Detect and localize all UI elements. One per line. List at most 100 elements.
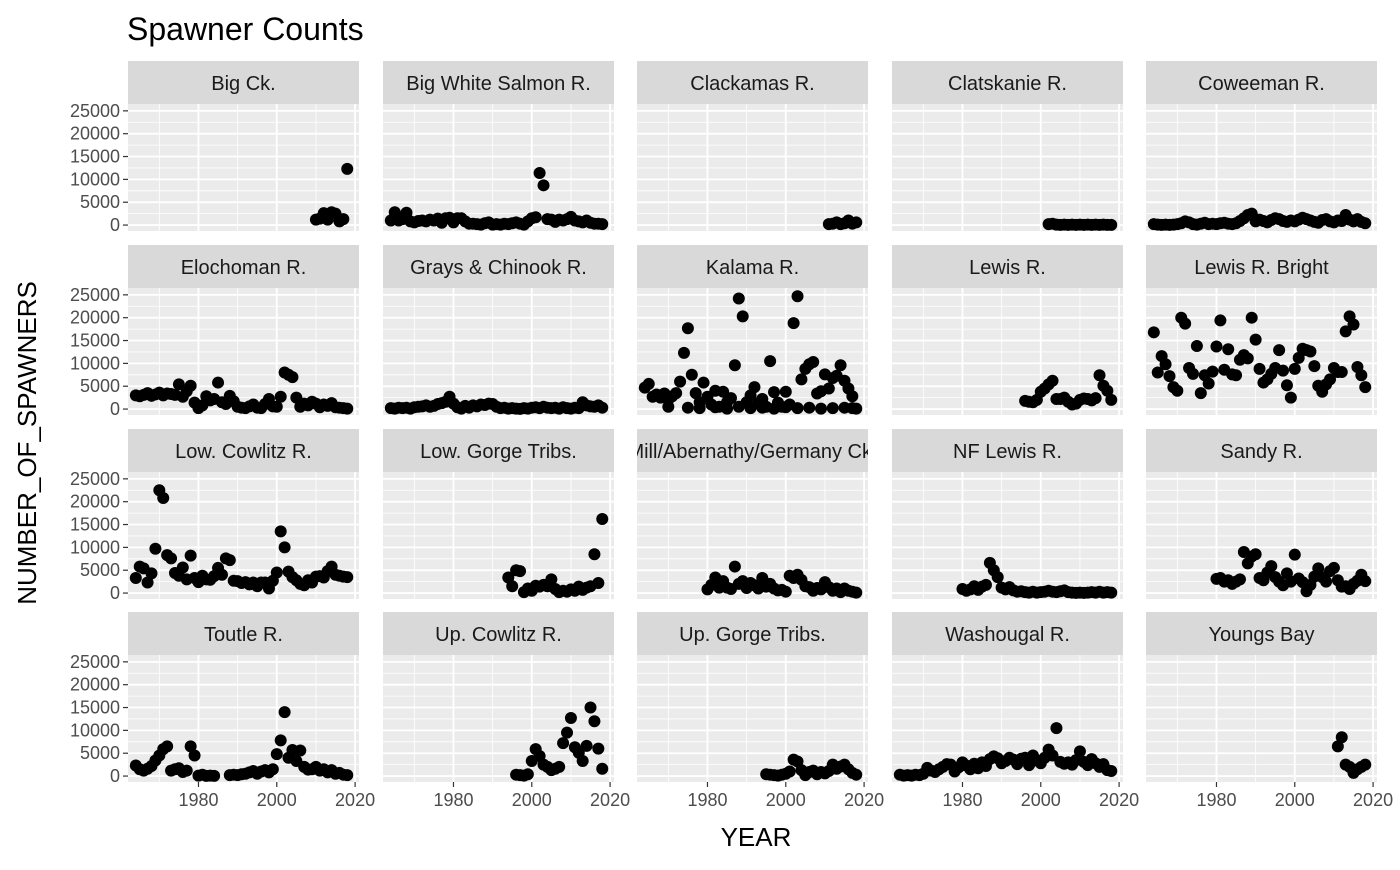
data-point	[1288, 362, 1301, 375]
data-point	[1046, 374, 1059, 387]
data-point	[850, 586, 863, 599]
y-tick-label: 15000	[70, 698, 120, 718]
strip-label: Low. Gorge Tribs.	[420, 441, 577, 463]
strip-label: Washougal R.	[945, 624, 1070, 646]
data-point	[533, 166, 546, 179]
y-tick-label: 0	[110, 766, 120, 786]
x-tick-label: 2000	[766, 790, 806, 810]
panel-sandy-r: Sandy R.	[1146, 429, 1377, 599]
data-point	[341, 571, 354, 584]
strip-label: Up. Cowlitz R.	[435, 624, 562, 646]
data-point	[1288, 548, 1301, 561]
strip-background	[637, 429, 868, 472]
data-point	[1101, 384, 1114, 397]
data-point	[514, 565, 527, 578]
strip-background	[637, 612, 868, 655]
data-point	[145, 567, 158, 580]
data-point	[545, 573, 558, 586]
data-point	[768, 402, 781, 415]
data-point	[215, 568, 228, 581]
strip-background	[128, 429, 359, 472]
data-point	[744, 402, 757, 415]
data-point	[266, 763, 279, 776]
data-point	[149, 542, 162, 555]
data-point	[1359, 758, 1372, 771]
y-tick-label: 5000	[80, 376, 120, 396]
data-point	[1210, 340, 1223, 353]
points	[1042, 217, 1118, 231]
data-point	[529, 211, 542, 224]
data-point	[1105, 218, 1118, 231]
data-point	[779, 585, 792, 598]
data-point	[1249, 548, 1262, 561]
points	[129, 484, 354, 595]
strip-background	[892, 61, 1123, 104]
strip-background	[128, 61, 359, 104]
data-point	[270, 400, 283, 413]
data-point	[1273, 344, 1286, 357]
points	[638, 290, 863, 415]
y-tick-label: 10000	[70, 353, 120, 373]
data-point	[681, 401, 694, 414]
data-point	[795, 373, 808, 386]
data-point	[1206, 365, 1219, 378]
data-point	[728, 560, 741, 573]
grid	[1146, 288, 1377, 415]
data-point	[1073, 745, 1086, 758]
data-point	[724, 392, 737, 405]
data-point	[728, 359, 741, 372]
strip-background	[892, 612, 1123, 655]
data-point	[188, 749, 201, 762]
data-point	[1249, 333, 1262, 346]
points	[956, 556, 1118, 599]
data-point	[1050, 722, 1063, 735]
x-tick-label: 2020	[844, 790, 884, 810]
data-point	[1179, 317, 1192, 330]
grid	[128, 472, 359, 599]
data-point	[564, 712, 577, 725]
grid	[892, 472, 1123, 599]
strip-background	[128, 245, 359, 288]
panel-background	[1146, 288, 1377, 415]
data-point	[1147, 326, 1160, 339]
data-point	[1359, 381, 1372, 394]
data-point	[1186, 367, 1199, 380]
panel-background	[383, 288, 614, 415]
data-point	[677, 346, 690, 359]
data-point	[1265, 560, 1278, 573]
x-tick-label: 2000	[1275, 790, 1315, 810]
y-tick-label: 0	[110, 399, 120, 419]
panel-big-white-salmon-r: Big White Salmon R.	[383, 61, 614, 231]
panel-up-cowlitz-r: Up. Cowlitz R.	[383, 612, 614, 782]
x-tick-label: 1980	[433, 790, 473, 810]
data-point	[803, 401, 816, 414]
data-point	[141, 576, 154, 589]
data-point	[1214, 314, 1227, 327]
y-tick-label: 10000	[70, 169, 120, 189]
strip-label: Toutle R.	[204, 624, 283, 646]
strip-label: Sandy R.	[1220, 441, 1302, 463]
data-point	[596, 401, 609, 414]
data-point	[596, 513, 609, 526]
data-point	[506, 580, 519, 593]
y-tick-label: 25000	[70, 285, 120, 305]
data-point	[642, 377, 655, 390]
data-point	[1359, 575, 1372, 588]
data-point	[1171, 384, 1184, 397]
panel-mill-abernathy-germany-ck: Mill/Abernathy/Germany Ck.	[637, 429, 868, 599]
y-tick-label: 10000	[70, 537, 120, 557]
data-point	[212, 376, 225, 389]
data-point	[674, 375, 687, 388]
data-point	[1202, 377, 1215, 390]
data-point	[157, 492, 170, 505]
x-tick-label: 2000	[257, 790, 297, 810]
data-point	[576, 754, 589, 767]
y-tick-label: 15000	[70, 147, 120, 167]
data-point	[670, 387, 683, 400]
data-point	[1339, 325, 1352, 338]
panel-clackamas-r: Clackamas R.	[637, 61, 868, 231]
panel-elochoman-r: Elochoman R.	[128, 245, 359, 415]
data-point	[584, 701, 597, 714]
strip-label: Lewis R. Bright	[1194, 257, 1329, 279]
